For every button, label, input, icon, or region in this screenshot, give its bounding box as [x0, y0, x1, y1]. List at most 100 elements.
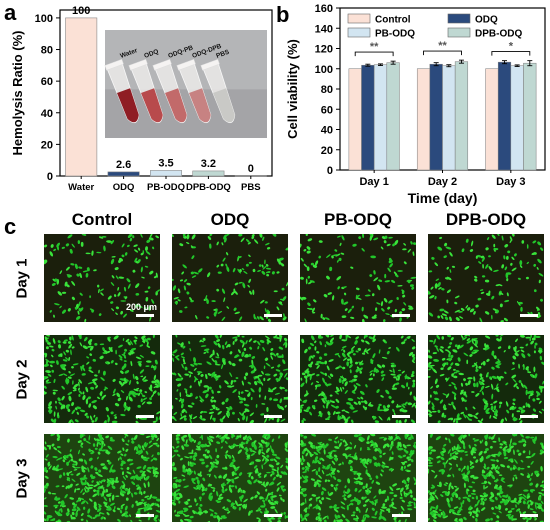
cell: [451, 265, 456, 268]
cell: [346, 358, 351, 361]
cell: [103, 496, 107, 501]
cell: [448, 403, 452, 406]
cell: [266, 247, 271, 250]
cell: [266, 471, 271, 474]
cell: [238, 234, 243, 237]
cell: [104, 386, 108, 390]
cell: [284, 389, 288, 392]
cell: [249, 448, 253, 453]
cell: [271, 438, 275, 443]
cell: [437, 409, 441, 413]
cell: [61, 505, 67, 508]
cell: [536, 473, 540, 477]
cell: [504, 449, 509, 452]
cell: [277, 516, 282, 520]
cell: [146, 341, 149, 346]
cell: [276, 258, 281, 264]
cell: [209, 467, 214, 470]
cell: [106, 240, 112, 243]
cell: [471, 391, 475, 393]
cell: [108, 461, 112, 465]
cell: [247, 381, 252, 385]
cell: [486, 473, 490, 478]
cell: [236, 435, 241, 438]
x-tick-label: Water: [68, 182, 94, 193]
cell: [94, 374, 98, 377]
cell: [128, 396, 133, 402]
cell: [148, 387, 153, 392]
cell: [302, 459, 306, 463]
cell: [196, 479, 200, 485]
cell: [309, 411, 313, 416]
cell: [386, 243, 391, 247]
cell: [158, 414, 160, 420]
cell: [120, 462, 124, 467]
cell: [123, 286, 127, 292]
cell: [184, 388, 188, 391]
cell: [135, 420, 139, 423]
cell: [218, 493, 223, 497]
cell: [278, 494, 282, 497]
cell: [101, 236, 107, 238]
cell: [245, 340, 248, 345]
cell: [111, 494, 115, 501]
x-tick-label: Day 2: [428, 176, 457, 188]
cell: [447, 474, 451, 477]
cell: [397, 375, 400, 381]
cell: [241, 504, 246, 507]
cell: [338, 378, 342, 384]
cell: [195, 396, 198, 400]
cell: [488, 266, 493, 271]
cell: [358, 480, 361, 486]
cell: [378, 409, 384, 412]
cell: [319, 361, 326, 365]
cell: [91, 400, 97, 404]
cell: [434, 262, 439, 267]
cell: [393, 494, 398, 497]
cell: [451, 373, 454, 377]
cell: [510, 500, 516, 503]
cell: [156, 503, 160, 508]
cell: [536, 266, 539, 270]
cell: [93, 437, 97, 441]
cell: [394, 239, 399, 246]
cell: [485, 518, 490, 522]
cell: [485, 247, 489, 251]
cell: [273, 398, 279, 402]
cell: [144, 265, 149, 268]
cell: [114, 480, 119, 483]
cell: [530, 436, 535, 439]
cell: [217, 310, 223, 314]
cell: [142, 464, 147, 470]
cell: [317, 505, 322, 511]
cell: [437, 420, 441, 423]
cell: [172, 416, 175, 419]
cell: [516, 449, 520, 453]
cell: [358, 401, 361, 405]
cell: [277, 520, 281, 522]
value-label: 2.6: [116, 159, 131, 171]
cell: [452, 405, 456, 410]
cell: [467, 494, 472, 498]
cell: [447, 335, 452, 338]
cell: [402, 403, 407, 406]
cell: [172, 350, 177, 354]
cell: [155, 235, 160, 239]
cell: [455, 317, 460, 321]
cell: [265, 362, 271, 367]
cell: [71, 516, 76, 520]
cell: [518, 363, 520, 369]
cell: [413, 506, 416, 509]
cell: [318, 240, 323, 243]
cell: [341, 409, 346, 412]
cell: [55, 405, 58, 410]
cell: [532, 240, 537, 244]
cell: [261, 270, 266, 275]
cell: [518, 497, 522, 502]
cell: [349, 356, 353, 363]
cell: [80, 409, 86, 413]
cell: [495, 478, 499, 483]
cell: [115, 312, 118, 316]
cell: [44, 510, 47, 515]
cell: [459, 449, 465, 453]
